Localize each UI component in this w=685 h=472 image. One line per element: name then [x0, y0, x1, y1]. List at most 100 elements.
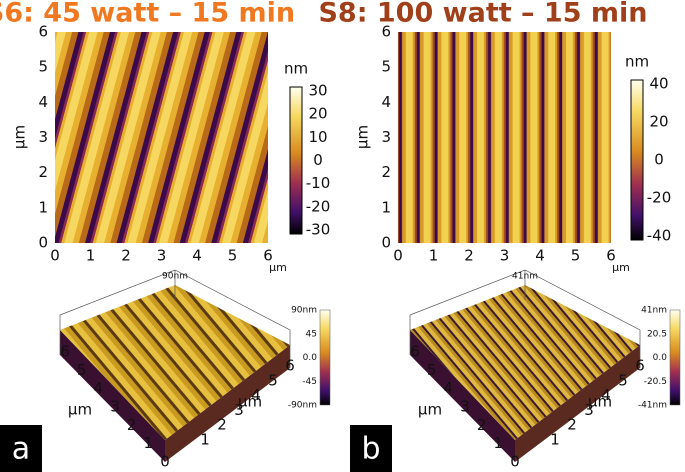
- y-tick-label: 4: [38, 93, 48, 111]
- surface-colorbar-tick-label: 20.5: [647, 329, 667, 339]
- surface-tick-label: 3: [584, 401, 594, 419]
- y-tick-label: 1: [381, 198, 391, 216]
- surface-axis-label: µm: [418, 401, 442, 419]
- x-axis-label: µm: [269, 261, 287, 274]
- panel-title: S6: 45 watt – 15 min: [0, 0, 295, 29]
- panel: S8: 100 watt – 15 min00112233445566µmµmn…: [318, 0, 681, 472]
- x-tick-label: 6: [263, 247, 273, 265]
- surface-tick-label: 5: [427, 361, 437, 379]
- y-tick-label: 2: [38, 163, 48, 181]
- y-tick-label: 2: [381, 163, 391, 181]
- y-tick-label: 6: [38, 23, 48, 41]
- x-tick-label: 2: [464, 247, 474, 265]
- surface-tick-label: 3: [460, 398, 470, 416]
- surface-side: [165, 345, 290, 462]
- surface-tick-label: 2: [217, 416, 227, 434]
- colorbar-tick-label: -40: [647, 227, 672, 245]
- surface-top-label: 41nm: [512, 272, 538, 282]
- colorbar-tick-label: -10: [306, 174, 331, 192]
- surface-tick-label: 6: [285, 357, 295, 375]
- y-axis-label: µm: [11, 125, 29, 149]
- afm-image: [55, 32, 268, 243]
- surface-tick-label: 1: [494, 434, 504, 452]
- colorbar-tick-label: 0: [313, 151, 323, 169]
- colorbar-unit: nm: [284, 60, 308, 78]
- panel-title: S8: 100 watt – 15 min: [318, 0, 647, 29]
- surface-colorbar-tick-label: 0.0: [303, 353, 318, 363]
- x-axis-label: µm: [612, 261, 630, 274]
- x-tick-label: 4: [535, 247, 545, 265]
- surface-tick-label: 0: [160, 453, 170, 471]
- surface-colorbar-tick-label: -41nm: [638, 401, 667, 411]
- y-tick-label: 6: [381, 23, 391, 41]
- surface-side: [60, 330, 165, 462]
- surface-tick-label: 3: [234, 401, 244, 419]
- surface-tick-label: 1: [144, 434, 154, 452]
- surface-top: [410, 285, 640, 440]
- surface-tick-label: 6: [60, 343, 70, 361]
- surface-tick-label: 4: [251, 386, 261, 404]
- y-tick-label: 1: [38, 198, 48, 216]
- surface-tick-label: 2: [567, 416, 577, 434]
- surface-top-label: 90nm: [162, 272, 188, 282]
- surface-tick-label: 4: [601, 386, 611, 404]
- surface-tick-label: 1: [200, 431, 210, 449]
- x-tick-label: 5: [571, 247, 581, 265]
- colorbar-tick-label: 10: [308, 128, 327, 146]
- surface-tick-label: 5: [77, 361, 87, 379]
- x-tick-label: 4: [192, 247, 202, 265]
- x-tick-label: 0: [393, 247, 403, 265]
- colorbar-tick-label: -20: [647, 189, 672, 207]
- surface-colorbar-tick-label: 41nm: [641, 306, 667, 316]
- colorbar-tick-label: 20: [308, 105, 327, 123]
- panel-label-box: [0, 425, 42, 472]
- surface-axis-label: µm: [238, 393, 262, 411]
- colorbar-tick-label: -20: [306, 197, 331, 215]
- surface-tick-label: 5: [618, 371, 628, 389]
- y-tick-label: 0: [381, 234, 391, 252]
- x-tick-label: 1: [429, 247, 439, 265]
- colorbar-tick-label: 0: [654, 151, 664, 169]
- surface-colorbar: [319, 309, 331, 406]
- surface-tick-label: 1: [550, 431, 560, 449]
- surface-colorbar: [669, 309, 681, 406]
- colorbar-tick-label: -30: [306, 221, 331, 239]
- surface-colorbar-tick-label: -90nm: [288, 401, 317, 411]
- colorbar-tick-label: 20: [649, 113, 668, 131]
- colorbar: [630, 79, 644, 241]
- surface-tick-label: 6: [635, 357, 645, 375]
- surface-colorbar-tick-label: 90nm: [291, 306, 317, 316]
- x-tick-label: 2: [121, 247, 131, 265]
- surface-tick-label: 5: [268, 371, 278, 389]
- surface-top: [60, 285, 290, 440]
- y-tick-label: 0: [38, 234, 48, 252]
- x-tick-label: 0: [50, 247, 60, 265]
- y-tick-label: 3: [381, 128, 391, 146]
- surface-tick-label: 0: [510, 453, 520, 471]
- x-tick-label: 6: [606, 247, 616, 265]
- surface-colorbar-tick-label: -45: [302, 377, 317, 387]
- colorbar-tick-label: 30: [308, 82, 327, 100]
- colorbar-unit: nm: [625, 53, 649, 71]
- surface-colorbar-tick-label: -20.5: [644, 377, 667, 387]
- surface-colorbar-tick-label: 0.0: [653, 353, 668, 363]
- y-tick-label: 4: [381, 93, 391, 111]
- surface-axis-label: µm: [588, 393, 612, 411]
- panel: S6: 45 watt – 15 min00112233445566µmµmnm…: [0, 0, 331, 472]
- surface-colorbar-tick-label: 45: [306, 329, 317, 339]
- panel-label-box: [350, 425, 392, 472]
- y-tick-label: 3: [38, 128, 48, 146]
- colorbar-tick-label: 40: [649, 75, 668, 93]
- surface-tick-label: 3: [110, 398, 120, 416]
- surface-tick-label: 4: [444, 379, 454, 397]
- x-tick-label: 3: [157, 247, 167, 265]
- panel-label: b: [361, 432, 380, 467]
- surface-tick-label: 2: [127, 416, 137, 434]
- colorbar: [289, 86, 303, 235]
- x-tick-label: 1: [86, 247, 96, 265]
- surface-axis-label: µm: [68, 401, 92, 419]
- surface-tick-label: 4: [94, 379, 104, 397]
